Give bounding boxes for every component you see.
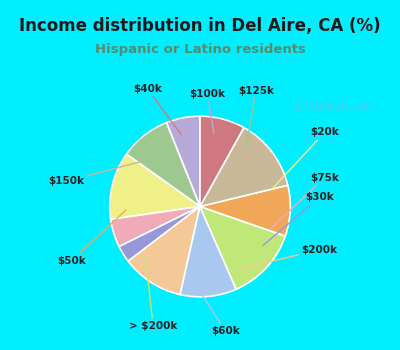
Wedge shape [166, 116, 200, 206]
Text: $100k: $100k [189, 89, 225, 134]
Text: $125k: $125k [238, 86, 274, 148]
Text: $200k: $200k [240, 245, 337, 269]
Wedge shape [110, 206, 200, 247]
Text: $75k: $75k [271, 173, 339, 229]
Text: > $200k: > $200k [129, 257, 177, 331]
Text: $30k: $30k [263, 193, 334, 246]
Text: $50k: $50k [57, 210, 126, 266]
Wedge shape [110, 154, 200, 219]
Text: $60k: $60k [193, 280, 240, 336]
Wedge shape [200, 116, 244, 206]
Wedge shape [200, 127, 288, 206]
Wedge shape [128, 206, 200, 295]
Text: Ⓜ City-Data.com: Ⓜ City-Data.com [296, 100, 375, 111]
Wedge shape [200, 206, 285, 289]
Text: Income distribution in Del Aire, CA (%): Income distribution in Del Aire, CA (%) [19, 18, 381, 35]
Text: Hispanic or Latino residents: Hispanic or Latino residents [94, 43, 306, 56]
Text: $150k: $150k [48, 162, 141, 186]
Wedge shape [126, 122, 200, 206]
Wedge shape [180, 206, 236, 297]
Wedge shape [200, 185, 290, 236]
Text: $20k: $20k [272, 127, 339, 189]
Text: $40k: $40k [133, 84, 181, 135]
Wedge shape [119, 206, 200, 261]
